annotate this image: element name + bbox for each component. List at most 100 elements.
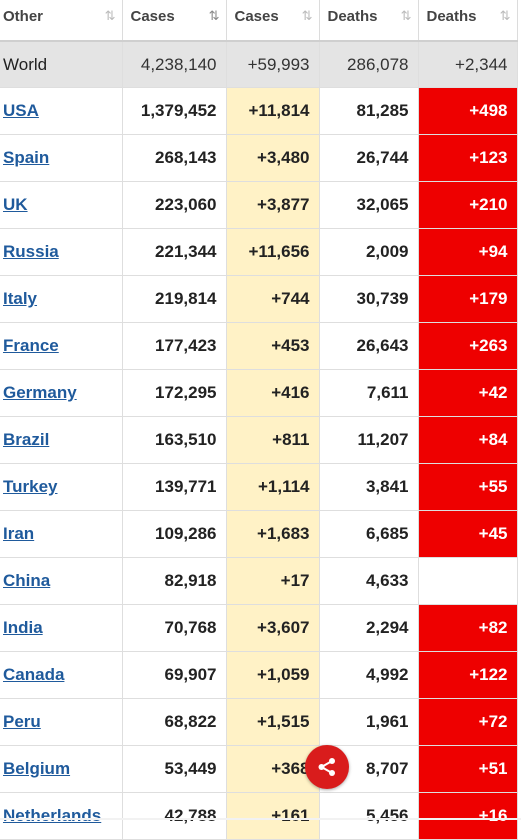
table-row: Brazil 163,510 +811 11,207 +84	[0, 416, 518, 464]
new-cases-cell: +368	[226, 745, 320, 793]
country-link[interactable]: China	[3, 571, 51, 590]
country-link[interactable]: Canada	[3, 665, 65, 684]
country-cell: UK	[0, 181, 123, 229]
total-cases-cell: 1,379,452	[122, 87, 227, 135]
total-deaths-cell: 32,065	[319, 181, 419, 229]
table-row: USA 1,379,452 +11,814 81,285 +498	[0, 87, 518, 135]
country-cell: Netherlands	[0, 792, 123, 840]
total-cases-cell: 163,510	[122, 416, 227, 464]
new-deaths-cell: +72	[418, 698, 518, 746]
country-cell: Brazil	[0, 416, 123, 464]
new-deaths-cell: +45	[418, 510, 518, 558]
country-cell: India	[0, 604, 123, 652]
new-deaths-cell: +84	[418, 416, 518, 464]
total-cases-cell: 139,771	[122, 463, 227, 511]
sort-icon[interactable]: ⇅	[499, 8, 511, 23]
country-cell: Spain	[0, 134, 123, 182]
bottom-edge	[0, 818, 521, 820]
header-country[interactable]: Other ⇅	[0, 0, 123, 42]
country-link[interactable]: Iran	[3, 524, 35, 543]
share-icon	[318, 758, 335, 776]
table-row: Canada 69,907 +1,059 4,992 +122	[0, 651, 518, 699]
new-cases-cell: +11,656	[226, 228, 320, 276]
country-cell: USA	[0, 87, 123, 135]
table-row: Belgium 53,449 +368 8,707 +51	[0, 745, 518, 793]
country-link[interactable]: Spain	[3, 148, 50, 167]
total-cases-cell: 221,344	[122, 228, 227, 276]
total-deaths-cell: 3,841	[319, 463, 419, 511]
country-cell: Peru	[0, 698, 123, 746]
total-deaths-cell: 30,739	[319, 275, 419, 323]
new-deaths-cell: +55	[418, 463, 518, 511]
header-label: Deaths	[327, 8, 378, 25]
new-cases-cell: +1,059	[226, 651, 320, 699]
table-row: Peru 68,822 +1,515 1,961 +72	[0, 698, 518, 746]
world-label: World	[0, 41, 123, 88]
header-label: Cases	[234, 8, 279, 25]
new-deaths-cell: +122	[418, 651, 518, 699]
table-row: Turkey 139,771 +1,114 3,841 +55	[0, 463, 518, 511]
country-link[interactable]: Belgium	[3, 759, 71, 778]
new-deaths-cell	[418, 557, 518, 605]
table-row: Germany 172,295 +416 7,611 +42	[0, 369, 518, 417]
table-row: India 70,768 +3,607 2,294 +82	[0, 604, 518, 652]
new-cases-cell: +3,607	[226, 604, 320, 652]
country-cell: Germany	[0, 369, 123, 417]
new-deaths-cell: +498	[418, 87, 518, 135]
new-deaths-cell: +82	[418, 604, 518, 652]
new-deaths-cell: +263	[418, 322, 518, 370]
new-cases-cell: +1,683	[226, 510, 320, 558]
country-link[interactable]: UK	[3, 195, 28, 214]
share-button[interactable]	[305, 745, 349, 789]
country-link[interactable]: Italy	[3, 289, 38, 308]
country-link[interactable]: France	[3, 336, 59, 355]
country-link[interactable]: Netherlands	[3, 806, 102, 825]
new-cases-cell: +744	[226, 275, 320, 323]
new-deaths-cell: +179	[418, 275, 518, 323]
country-cell: Russia	[0, 228, 123, 276]
total-deaths-cell: 5,456	[319, 792, 419, 840]
header-total-cases[interactable]: Cases ⇅	[122, 0, 227, 42]
total-cases-cell: 177,423	[122, 322, 227, 370]
country-link[interactable]: Germany	[3, 383, 77, 402]
new-cases-cell: +3,480	[226, 134, 320, 182]
country-link[interactable]: Peru	[3, 712, 41, 731]
table-row: Iran 109,286 +1,683 6,685 +45	[0, 510, 518, 558]
total-deaths-cell: 7,611	[319, 369, 419, 417]
total-deaths-cell: 26,744	[319, 134, 419, 182]
total-cases-cell: 4,238,140	[122, 41, 227, 88]
new-cases-cell: +453	[226, 322, 320, 370]
sort-icon[interactable]: ⇅	[301, 8, 313, 23]
country-cell: Iran	[0, 510, 123, 558]
total-deaths-cell: 2,009	[319, 228, 419, 276]
table-row: Italy 219,814 +744 30,739 +179	[0, 275, 518, 323]
header-new-deaths[interactable]: Deaths ⇅	[418, 0, 518, 42]
header-label: Deaths	[426, 8, 477, 25]
total-deaths-cell: 1,961	[319, 698, 419, 746]
header-label: Other	[3, 8, 44, 25]
new-deaths-cell: +2,344	[418, 41, 518, 88]
total-deaths-cell: 4,992	[319, 651, 419, 699]
country-cell: Belgium	[0, 745, 123, 793]
country-link[interactable]: USA	[3, 101, 39, 120]
table-row: Netherlands 42,788 +161 5,456 +16	[0, 792, 518, 840]
table-row: China 82,918 +17 4,633	[0, 557, 518, 605]
new-deaths-cell: +123	[418, 134, 518, 182]
country-link[interactable]: India	[3, 618, 43, 637]
sort-icon[interactable]: ⇅	[104, 8, 116, 23]
new-cases-cell: +811	[226, 416, 320, 464]
total-cases-cell: 109,286	[122, 510, 227, 558]
table-row: UK 223,060 +3,877 32,065 +210	[0, 181, 518, 229]
country-link[interactable]: Turkey	[3, 477, 58, 496]
total-cases-cell: 42,788	[122, 792, 227, 840]
sort-desc-icon[interactable]: ⇅	[208, 8, 220, 23]
new-cases-cell: +416	[226, 369, 320, 417]
header-total-deaths[interactable]: Deaths ⇅	[319, 0, 419, 42]
new-cases-cell: +1,114	[226, 463, 320, 511]
country-link[interactable]: Brazil	[3, 430, 50, 449]
country-link[interactable]: Russia	[3, 242, 59, 261]
sort-icon[interactable]: ⇅	[400, 8, 412, 23]
header-new-cases[interactable]: Cases ⇅	[226, 0, 320, 42]
total-cases-cell: 70,768	[122, 604, 227, 652]
new-cases-cell: +59,993	[226, 41, 320, 88]
